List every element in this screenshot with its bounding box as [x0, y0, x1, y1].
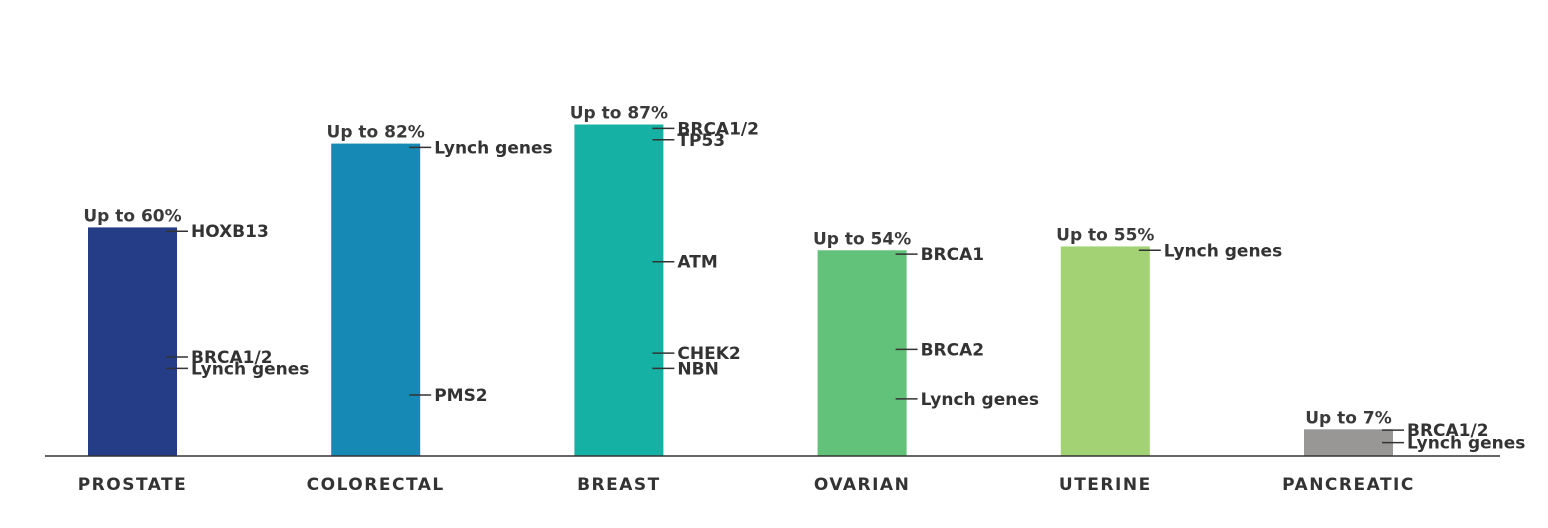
gene-label-uterine-0: Lynch genes	[1164, 241, 1282, 261]
category-label-uterine: UTERINE	[1059, 475, 1152, 495]
gene-label-prostate-2: Lynch genes	[191, 359, 309, 379]
bars-layer	[88, 124, 1393, 456]
category-label-prostate: PROSTATE	[78, 475, 188, 495]
category-label-ovarian: OVARIAN	[814, 475, 910, 495]
gene-label-pancreatic-1: Lynch genes	[1407, 434, 1525, 454]
gene-label-prostate-1: BRCA1/2	[191, 348, 273, 368]
value-label-uterine: Up to 55%	[1056, 225, 1154, 245]
bar-breast	[574, 124, 664, 456]
gene-label-breast-2: ATM	[677, 253, 717, 273]
gene-label-ovarian-1: BRCA2	[921, 340, 985, 360]
value-label-ovarian: Up to 54%	[813, 229, 911, 249]
gene-label-breast-0: BRCA1/2	[677, 119, 759, 139]
gene-label-breast-1: TP53	[677, 131, 725, 151]
value-label-colorectal: Up to 82%	[327, 123, 425, 143]
category-label-pancreatic: PANCREATIC	[1282, 475, 1415, 495]
bar-pancreatic	[1304, 429, 1393, 456]
gene-label-colorectal-0: Lynch genes	[434, 138, 552, 158]
bar-prostate	[88, 227, 177, 456]
value-label-breast: Up to 87%	[570, 104, 668, 124]
gene-label-ovarian-2: Lynch genes	[921, 390, 1039, 410]
gene-label-prostate-0: HOXB13	[191, 222, 269, 242]
category-label-breast: BREAST	[577, 475, 661, 495]
gene-label-colorectal-1: PMS2	[434, 386, 487, 406]
gene-label-pancreatic-0: BRCA1/2	[1407, 421, 1489, 441]
bar-uterine	[1060, 246, 1150, 456]
bar-colorectal	[331, 143, 421, 456]
category-label-colorectal: COLORECTAL	[307, 475, 445, 495]
value-label-prostate: Up to 60%	[83, 206, 181, 226]
value-label-pancreatic: Up to 7%	[1305, 408, 1391, 428]
gene-label-ovarian-0: BRCA1	[921, 245, 985, 265]
gene-label-breast-4: NBN	[677, 359, 718, 379]
gene-label-breast-3: CHEK2	[677, 344, 740, 364]
bar-ovarian	[817, 250, 907, 456]
